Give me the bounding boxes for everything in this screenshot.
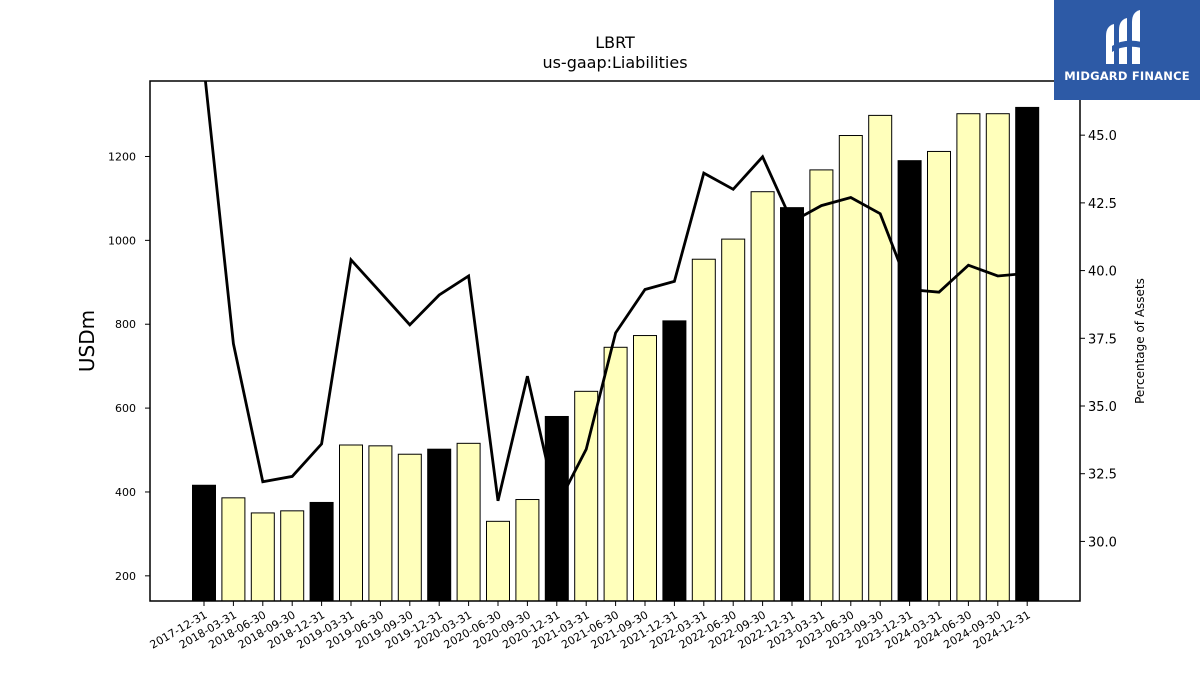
y-tick-label-400: 400 [115,486,136,499]
y2-tick-label-4: 40.0 [1088,265,1117,280]
bar-2024-09-30 [985,113,1010,602]
bar-2023-09-30 [868,114,893,602]
bar-2019-03-31 [339,444,363,602]
plot-frame [149,80,1081,602]
y-tick-label-1000: 1000 [108,234,136,247]
brand-logo: MIDGARD FINANCE [1054,0,1200,100]
bar-2023-12-31 [897,160,922,602]
bar-2021-06-30 [603,346,628,602]
bar-2022-09-30 [750,191,775,602]
bar-2018-03-31 [221,497,246,602]
bar-2020-09-30 [515,499,540,602]
bar-2024-06-30 [956,113,981,602]
bar-2018-09-30 [280,510,305,602]
bar-2024-12-31 [1015,106,1040,602]
bar-2019-06-30 [368,445,393,602]
bar-2023-03-31 [809,169,834,602]
y2-tick-label-5: 42.5 [1088,197,1117,212]
percentage-line [204,81,1028,511]
bar-2019-09-30 [397,453,422,602]
y-tick-label-200: 200 [115,570,136,583]
bar-2022-12-31 [780,207,804,602]
y2-tick-label-3: 37.5 [1088,332,1117,347]
bar-series [192,106,1040,602]
y2-tick-label-6: 45.0 [1088,129,1117,144]
bar-2022-06-30 [721,238,746,602]
bar-2019-12-31 [427,448,452,602]
x-axis: 2017-12-312018-03-312018-06-302018-09-30… [148,601,1033,652]
bar-2024-03-31 [927,150,951,602]
bar-2018-06-30 [250,512,275,602]
left-axis: 200 400 600 800 1000 1200 [108,150,150,583]
brand-name: MIDGARD FINANCE [1064,69,1190,83]
bar-2023-06-30 [838,135,863,602]
chart-subtitle: us-gaap:Liabilities [542,53,687,72]
y-tick-label-600: 600 [115,402,136,415]
midgard-mark-icon [1106,10,1142,64]
y-tick-label-1200: 1200 [108,150,136,163]
right-axis: 30.0 32.5 35.0 37.5 40.0 42.5 45.0 [1080,129,1117,550]
y-axis-label: USDm [75,310,99,372]
bar-2020-06-30 [486,520,510,602]
bar-2020-03-31 [456,442,481,602]
line-series [204,81,1028,511]
y2-tick-label-0: 30.0 [1088,535,1117,550]
bar-2021-09-30 [633,335,657,602]
y2-tick-label-2: 35.0 [1088,400,1117,415]
y-tick-label-800: 800 [115,318,136,331]
chart-title: LBRT [595,33,635,52]
bar-2018-12-31 [309,501,334,602]
bar-2017-12-31 [192,484,216,602]
y2-tick-label-1: 32.5 [1088,468,1117,483]
bar-2021-12-31 [662,320,687,602]
y2-axis-label: Percentage of Assets [1133,278,1147,404]
bar-2022-03-31 [691,258,716,602]
